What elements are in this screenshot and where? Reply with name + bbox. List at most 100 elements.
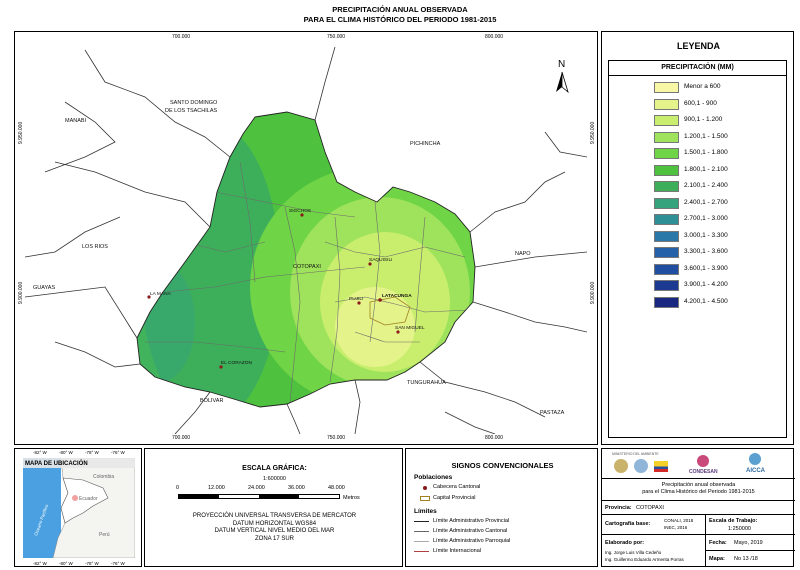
provincia-value: COTOPAXI xyxy=(636,505,664,511)
info-panel: MINISTERIO DEL AMBIENTE CONDESAN AICCA P… xyxy=(601,448,795,567)
scale-tick-0: 0 xyxy=(176,485,180,491)
town-dot-sigchos xyxy=(300,213,304,217)
legend-panel: LEYENDA PRECIPITACIÓN (MM) Menor a 600 60… xyxy=(601,31,794,445)
legend-swatch xyxy=(654,197,679,209)
elaborado-label: Elaborado por: xyxy=(605,540,645,546)
town-markers: SIGCHOS SAQUISILI PUJILI LATACUNGA LA MA… xyxy=(147,208,425,369)
elaborado-2: Ing. Guillermo Eduardo Armenta Porras xyxy=(605,557,684,562)
map-title-line1: PRECIPITACIÓN ANUAL OBSERVADA xyxy=(332,5,468,14)
legend-swatch xyxy=(654,280,679,291)
town-la-mana: LA MANA xyxy=(150,291,172,297)
escala-value: 1:250000 xyxy=(728,526,751,532)
main-map-frame: 700.000 750.000 800.000 700.000 750.000 … xyxy=(14,31,598,445)
legend-label: 2.700,1 - 3.000 xyxy=(684,215,728,222)
legend-swatch xyxy=(654,115,679,126)
label-ecuador: Ecuador xyxy=(79,496,98,502)
loc-bottom-tick-2: -80° W xyxy=(59,561,73,566)
north-arrow-icon: N xyxy=(556,59,569,94)
map-canvas: SANTO DOMINGO DE LOS TSACHILAS MANABI PI… xyxy=(25,46,587,434)
signs-lim-cant: Límite Administrativo Cantonal xyxy=(433,528,508,534)
logos-row: MINISTERIO DEL AMBIENTE CONDESAN AICCA xyxy=(602,449,795,479)
signs-lim-prov: Límite Administrativo Provincial xyxy=(433,518,510,524)
signs-capital: Capital Provincial xyxy=(433,495,476,501)
label-manabi: MANABI xyxy=(65,118,87,124)
mapa-cell: Mapa: No 13 /18 xyxy=(706,551,795,567)
town-dot-san-miguel xyxy=(396,330,400,334)
town-pujili: PUJILI xyxy=(349,296,363,302)
projection-line1: PROYECCIÓN UNIVERSAL TRANSVERSA DE MERCA… xyxy=(192,513,357,519)
neighbor-boundaries xyxy=(25,46,587,434)
location-map-panel: -82° W -80° W -78° W -76° W MAPA DE UBIC… xyxy=(14,448,142,567)
projection-info: PROYECCIÓN UNIVERSAL TRANSVERSA DE MERCA… xyxy=(145,513,404,543)
label-bolivar: BOLIVAR xyxy=(200,398,223,404)
town-el-corazon: EL CORAZON xyxy=(221,360,253,366)
location-map-canvas: MAPA DE UBICACIÓN Colombia Ecuador Perú … xyxy=(23,458,135,558)
loc-top-tick-1: -82° W xyxy=(33,450,47,455)
scale-ratio: 1:600000 xyxy=(263,476,286,482)
legend-subtitle: PRECIPITACIÓN (MM) xyxy=(608,60,787,76)
scale-tick-1: 12.000 xyxy=(208,485,225,491)
cartografia-cell: Cartografía base: CONALI, 2018 INEC, 201… xyxy=(602,515,706,535)
north-label: N xyxy=(558,59,565,70)
legend-box xyxy=(608,60,787,438)
signs-panel: SIGNOS CONVENCIONALES Poblaciones Cabece… xyxy=(405,448,598,567)
y-coord-left-1: 9.950.000 xyxy=(18,121,24,144)
legend-label: 1.800,1 - 2.100 xyxy=(684,165,728,173)
scale-title: ESCALA GRÁFICA: xyxy=(242,465,307,472)
legend-swatch xyxy=(654,230,679,242)
x-coord-bottom-1: 700.000 xyxy=(172,435,191,441)
label-santo-domingo: SANTO DOMINGO xyxy=(170,100,218,106)
town-saquisili: SAQUISILI xyxy=(369,257,392,263)
loc-bottom-tick-4: -76° W xyxy=(111,561,125,566)
logo-aicca: AICCA xyxy=(746,468,765,474)
label-pichincha: PICHINCHA xyxy=(410,141,441,147)
mapa-label: Mapa: xyxy=(709,556,725,562)
scale-bar xyxy=(178,494,340,499)
loc-top-tick-4: -76° W xyxy=(111,450,125,455)
town-dot-el-corazon xyxy=(219,365,223,369)
signs-limites: Límites xyxy=(414,508,437,515)
town-latacunga: LATACUNGA xyxy=(382,293,412,299)
cartografia-value2: INEC, 2016 xyxy=(664,525,688,530)
legend-label: 3.300,1 - 3.600 xyxy=(684,248,728,255)
x-coord-top-1: 700.000 xyxy=(172,34,191,40)
capital-icon xyxy=(420,496,430,501)
x-coord-bottom-3: 800.000 xyxy=(485,435,504,441)
legend-label: Menor a 600 xyxy=(684,83,721,90)
scale-panel: ESCALA GRÁFICA: 1:600000 0 12.000 24.000… xyxy=(144,448,403,567)
cotopaxi-location-marker xyxy=(72,495,78,501)
aicca-icon xyxy=(749,453,761,465)
legend-label: 1.500,1 - 1.800 xyxy=(684,149,728,156)
legend-swatch xyxy=(654,181,679,192)
map-title: PRECIPITACIÓN ANUAL OBSERVADA PARA EL CL… xyxy=(0,5,800,25)
flag-icon xyxy=(654,461,668,472)
loc-top-tick-2: -80° W xyxy=(59,450,73,455)
signs-cabecera: Cabecera Cantonal xyxy=(433,484,481,490)
scale-tick-2: 24.000 xyxy=(248,485,265,491)
fecha-value: Mayo, 2019 xyxy=(734,540,763,546)
description-box: Precipitación anual observada para el Cl… xyxy=(602,479,795,501)
legend-swatch xyxy=(654,148,679,159)
province-boundary xyxy=(136,111,476,408)
label-los-rios: LOS RIOS xyxy=(82,244,108,250)
condesan-icon xyxy=(697,455,709,467)
elaborado-cell: Elaborado por: Ing. Jorge Luis Villa Ced… xyxy=(602,535,706,567)
label-guayas: GUAYAS xyxy=(33,285,55,291)
ecuador-shape xyxy=(60,477,109,524)
label-napo: NAPO xyxy=(515,251,531,257)
loc-bottom-tick-3: -78° W xyxy=(85,561,99,566)
lim-prov-icon xyxy=(414,521,429,522)
label-colombia: Colombia xyxy=(93,474,114,480)
y-coord-left-2: 9.900.000 xyxy=(18,281,24,304)
escala-cell: Escala de Trabajo: 1:250000 xyxy=(706,515,795,535)
loc-bottom-tick-1: -82° W xyxy=(33,561,47,566)
town-dot-la-mana xyxy=(147,295,151,299)
legend-swatch xyxy=(654,164,679,176)
desc-line1: Precipitación anual observada xyxy=(661,482,736,488)
signs-lim-int: Límite Internacional xyxy=(433,548,481,554)
lim-int-icon xyxy=(414,551,429,552)
legend-label: 3.900,1 - 4.200 xyxy=(684,281,728,288)
seal-icon xyxy=(634,459,648,473)
lim-cant-icon xyxy=(414,531,429,532)
y-coord-right-2: 9.900.000 xyxy=(590,281,596,304)
